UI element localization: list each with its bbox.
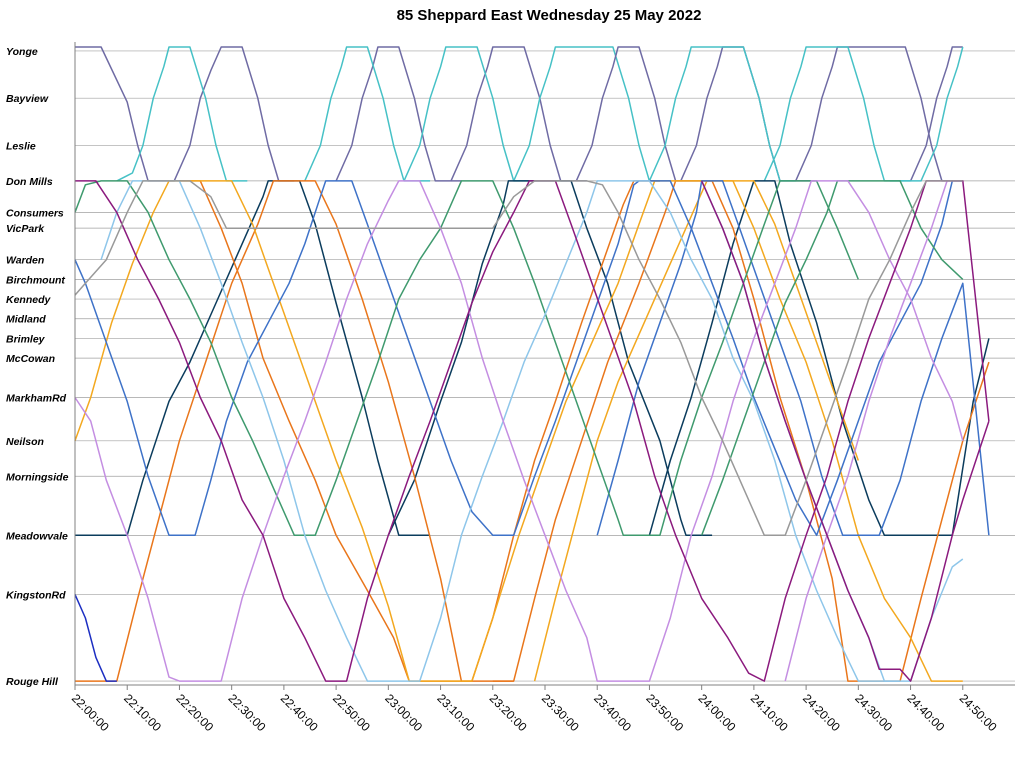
trip-line-3 bbox=[304, 46, 431, 182]
trip-line-13 bbox=[889, 46, 964, 182]
trip-line-7 bbox=[575, 46, 713, 182]
stop-label: KingstonRd bbox=[6, 589, 66, 601]
trip-line-9 bbox=[648, 46, 796, 182]
chart-title: 85 Sheppard East Wednesday 25 May 2022 bbox=[397, 7, 702, 24]
trip-line-21 bbox=[533, 180, 860, 682]
trip-line-20 bbox=[74, 180, 963, 682]
stop-label: MarkhamRd bbox=[6, 393, 67, 405]
stop-label: Brimley bbox=[6, 333, 46, 345]
stop-label: Consumers bbox=[6, 207, 64, 219]
stop-labels: Yonge Bayview Leslie Don Mills Consumers VicP… bbox=[6, 46, 69, 688]
stop-label: McCowan bbox=[6, 353, 55, 365]
stop-label: Bayview bbox=[6, 93, 49, 105]
trip-line-29 bbox=[784, 180, 963, 682]
stop-label: Kennedy bbox=[6, 294, 52, 306]
trip-line-32 bbox=[74, 180, 963, 537]
trip-line-17 bbox=[75, 180, 990, 682]
stop-label: Neilson bbox=[6, 436, 44, 448]
stop-label: Don Mills bbox=[6, 176, 53, 188]
trip-line-23 bbox=[596, 180, 990, 537]
stop-label: VicPark bbox=[6, 223, 45, 235]
trip-line-6 bbox=[513, 46, 660, 182]
trip-line-0 bbox=[75, 46, 295, 182]
trip-line-5 bbox=[403, 46, 535, 182]
stop-label: Rouge Hill bbox=[6, 676, 59, 688]
trip-line-1 bbox=[116, 46, 248, 182]
stop-label: Leslie bbox=[6, 140, 36, 152]
trip-line-2 bbox=[335, 46, 462, 182]
trip-line-14 bbox=[75, 180, 431, 537]
trip-line-28 bbox=[74, 180, 964, 682]
stop-label: Midland bbox=[6, 314, 46, 326]
stop-label: Yonge bbox=[6, 46, 38, 58]
trip-line-24 bbox=[74, 180, 859, 537]
stop-label: Meadowvale bbox=[6, 530, 68, 542]
trip-line-12 bbox=[909, 46, 963, 182]
trip-line-10 bbox=[795, 46, 963, 182]
trip-line-25 bbox=[700, 180, 964, 536]
stop-label: Birchmount bbox=[6, 274, 65, 286]
trip-line-4 bbox=[450, 46, 587, 182]
trip-line-31 bbox=[701, 180, 990, 682]
stop-label: Warden bbox=[6, 255, 44, 267]
trip-line-11 bbox=[763, 46, 911, 182]
trip-line-33 bbox=[74, 594, 117, 682]
trip-lines bbox=[74, 46, 990, 682]
stop-label: Morningside bbox=[6, 471, 69, 483]
trip-line-26 bbox=[100, 180, 964, 682]
trip-line-30 bbox=[75, 180, 990, 682]
